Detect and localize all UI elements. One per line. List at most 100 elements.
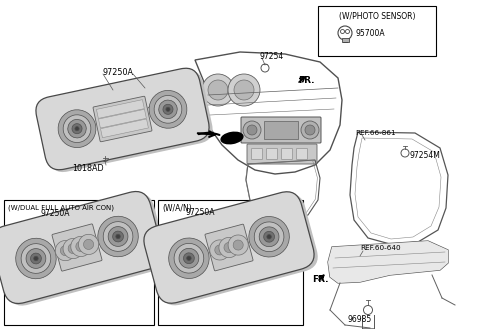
Circle shape <box>72 124 82 134</box>
FancyBboxPatch shape <box>93 96 152 142</box>
Circle shape <box>249 216 289 257</box>
Circle shape <box>31 253 41 264</box>
FancyBboxPatch shape <box>297 148 308 159</box>
FancyBboxPatch shape <box>266 148 277 159</box>
Circle shape <box>338 26 352 40</box>
Circle shape <box>219 237 239 258</box>
Circle shape <box>149 90 187 128</box>
Text: 97250A: 97250A <box>185 208 215 216</box>
Circle shape <box>264 231 275 242</box>
FancyBboxPatch shape <box>36 68 209 170</box>
Polygon shape <box>328 241 448 283</box>
Circle shape <box>101 154 108 161</box>
Text: FR.: FR. <box>298 75 314 85</box>
FancyBboxPatch shape <box>318 6 436 56</box>
FancyBboxPatch shape <box>4 200 154 325</box>
Text: 84747: 84747 <box>157 96 182 105</box>
Circle shape <box>98 216 138 257</box>
Text: REF.60-640: REF.60-640 <box>360 245 401 251</box>
Circle shape <box>21 244 51 273</box>
Text: 97250A: 97250A <box>103 67 133 76</box>
Circle shape <box>63 115 91 142</box>
FancyBboxPatch shape <box>341 38 348 42</box>
Circle shape <box>363 305 372 314</box>
Circle shape <box>208 80 228 100</box>
Circle shape <box>75 126 79 131</box>
FancyBboxPatch shape <box>281 148 292 159</box>
FancyBboxPatch shape <box>158 200 303 325</box>
Circle shape <box>174 243 204 273</box>
Circle shape <box>103 222 133 251</box>
FancyBboxPatch shape <box>147 194 318 305</box>
Circle shape <box>259 227 279 247</box>
Circle shape <box>68 243 78 254</box>
FancyBboxPatch shape <box>247 144 317 164</box>
Circle shape <box>179 248 199 268</box>
Circle shape <box>116 234 120 239</box>
Circle shape <box>187 256 191 261</box>
Circle shape <box>79 234 99 254</box>
Text: 97254: 97254 <box>259 51 283 60</box>
Text: 96985: 96985 <box>348 315 372 324</box>
Circle shape <box>346 30 349 34</box>
FancyBboxPatch shape <box>0 192 163 303</box>
Circle shape <box>210 240 230 260</box>
Text: (W/A/N): (W/A/N) <box>162 204 192 212</box>
Circle shape <box>254 222 284 252</box>
Circle shape <box>113 231 123 242</box>
Circle shape <box>305 125 315 135</box>
Circle shape <box>163 104 173 114</box>
Text: REF.66-861: REF.66-861 <box>355 130 396 136</box>
Circle shape <box>168 238 209 279</box>
Circle shape <box>228 235 248 255</box>
Text: (W/PHOTO SENSOR): (W/PHOTO SENSOR) <box>339 12 415 21</box>
Circle shape <box>26 249 46 268</box>
Text: (W/DUAL FULL AUTO AIR CON): (W/DUAL FULL AUTO AIR CON) <box>8 205 114 211</box>
FancyBboxPatch shape <box>39 70 213 172</box>
FancyBboxPatch shape <box>241 117 321 143</box>
FancyBboxPatch shape <box>98 109 146 128</box>
Text: 97254M: 97254M <box>410 150 441 159</box>
Circle shape <box>228 74 260 106</box>
Circle shape <box>234 80 254 100</box>
Circle shape <box>63 238 83 259</box>
Circle shape <box>16 238 56 279</box>
Circle shape <box>154 96 182 123</box>
Circle shape <box>84 239 94 249</box>
Circle shape <box>215 245 225 255</box>
Text: FR.: FR. <box>312 275 328 284</box>
Circle shape <box>166 107 170 112</box>
Circle shape <box>243 121 261 139</box>
Circle shape <box>301 121 319 139</box>
Circle shape <box>76 241 86 252</box>
Circle shape <box>34 256 38 261</box>
Circle shape <box>55 240 75 261</box>
Circle shape <box>233 240 243 250</box>
Circle shape <box>261 64 269 72</box>
Circle shape <box>159 100 177 119</box>
Circle shape <box>267 234 271 239</box>
Text: 95700A: 95700A <box>355 29 384 38</box>
Circle shape <box>58 110 96 147</box>
FancyBboxPatch shape <box>100 119 148 138</box>
Circle shape <box>71 236 91 257</box>
Ellipse shape <box>221 132 243 144</box>
Circle shape <box>108 227 128 246</box>
FancyBboxPatch shape <box>144 192 314 303</box>
Circle shape <box>68 120 86 138</box>
FancyBboxPatch shape <box>0 194 167 306</box>
Circle shape <box>224 242 234 253</box>
FancyBboxPatch shape <box>52 224 102 271</box>
Circle shape <box>247 125 257 135</box>
Text: 97250A: 97250A <box>40 208 70 217</box>
Text: 1018AD: 1018AD <box>72 163 104 173</box>
Circle shape <box>401 149 409 157</box>
Circle shape <box>340 30 345 34</box>
Circle shape <box>183 253 194 264</box>
FancyBboxPatch shape <box>96 100 144 119</box>
Circle shape <box>60 246 71 256</box>
FancyBboxPatch shape <box>205 224 253 271</box>
Circle shape <box>202 74 234 106</box>
FancyBboxPatch shape <box>252 148 263 159</box>
FancyBboxPatch shape <box>264 121 298 139</box>
